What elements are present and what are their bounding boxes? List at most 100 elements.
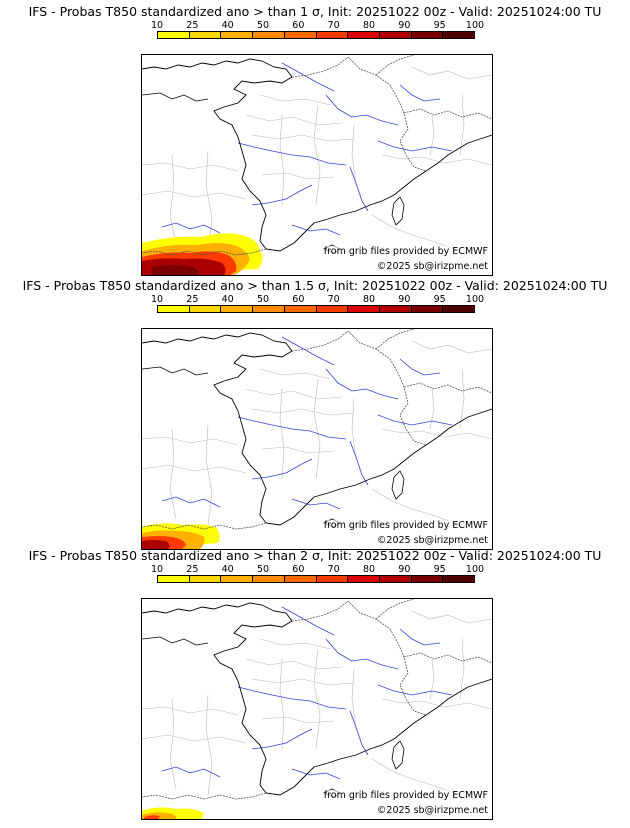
legend-color-swatch <box>316 306 349 312</box>
panel-title: IFS - Probas T850 standardized ano > tha… <box>28 548 602 563</box>
admin-boundary <box>142 464 247 474</box>
legend-colorbar <box>157 31 475 39</box>
admin-boundary <box>251 408 355 416</box>
legend-tick-label: 80 <box>362 294 376 305</box>
legend-ticks: 10 25 40 50 60 70 80 90 95 100 <box>151 294 484 305</box>
legend-colorbar <box>157 575 475 583</box>
admin-boundary <box>429 388 435 430</box>
river <box>291 768 341 780</box>
coastline <box>142 332 492 526</box>
legend-tick-label: 100 <box>465 564 485 575</box>
coastline-uk <box>142 366 209 376</box>
legend-tick-label: 50 <box>256 20 270 31</box>
admin-boundary <box>245 388 343 400</box>
legend-tick-label: 40 <box>221 564 234 575</box>
country-border <box>403 652 492 664</box>
legend-tick-label: 90 <box>398 564 411 575</box>
country-border <box>142 248 267 256</box>
map-panel-1.5sigma: IFS - Probas T850 standardized ano > tha… <box>0 278 630 550</box>
legend-tick-label: 50 <box>256 294 270 305</box>
admin-boundary <box>351 668 357 730</box>
admin-boundary <box>411 66 492 80</box>
admin-boundary <box>259 638 331 650</box>
admin-boundary <box>381 428 492 440</box>
river <box>281 336 335 366</box>
legend-tick-label: 70 <box>327 294 340 305</box>
river <box>399 628 441 646</box>
probability-map: from grib files provided by ECMWF ©2025 … <box>141 54 493 276</box>
admin-boundary <box>259 368 331 380</box>
admin-boundary <box>381 154 492 166</box>
legend-color-swatch <box>253 306 285 312</box>
river <box>291 498 341 510</box>
legend-color-swatch <box>284 32 317 38</box>
legend-tick-label: 60 <box>292 564 305 575</box>
rivers <box>161 62 453 236</box>
river <box>325 368 399 400</box>
admin-boundary <box>313 648 321 750</box>
legend-color-swatch <box>158 576 190 582</box>
legend-color-swatch <box>348 306 380 312</box>
legend-tick-label: 60 <box>292 20 305 31</box>
probability-legend: 10 25 40 50 60 70 80 90 95 100 <box>151 294 484 321</box>
legend-tick-label: 25 <box>186 294 199 305</box>
legend-tick-label: 95 <box>433 294 446 305</box>
legend-color-swatch <box>348 576 380 582</box>
data-credit: from grib files provided by ECMWF <box>323 520 488 531</box>
legend-color-swatch <box>316 576 349 582</box>
country-border <box>375 329 415 350</box>
probability-shading <box>142 233 263 275</box>
data-credit: from grib files provided by ECMWF <box>323 790 488 801</box>
admin-boundary <box>279 114 285 206</box>
admin-boundary <box>261 172 335 180</box>
legend-color-swatch <box>379 306 412 312</box>
river <box>291 224 341 236</box>
panel-title: IFS - Probas T850 standardized ano > tha… <box>28 4 602 19</box>
legend-color-swatch <box>221 32 254 38</box>
admin-boundary <box>261 446 335 454</box>
legend-color-swatch <box>443 306 475 312</box>
river <box>237 686 347 710</box>
legend-tick-label: 70 <box>327 20 340 31</box>
legend-color-swatch <box>189 576 222 582</box>
admin-boundary <box>459 368 465 430</box>
country-borders <box>142 599 492 800</box>
copyright-text: ©2025 sb@irizpme.net <box>376 535 488 546</box>
legend-color-swatch <box>189 306 222 312</box>
admin-boundary <box>142 436 239 446</box>
country-border <box>291 600 349 622</box>
probability-area <box>144 815 160 819</box>
legend-tick-label: 70 <box>327 564 340 575</box>
data-credit: from grib files provided by ECMWF <box>323 246 488 257</box>
legend-color-swatch <box>348 32 380 38</box>
river <box>349 440 369 486</box>
legend-tick-label: 90 <box>398 20 411 31</box>
legend-color-swatch <box>411 306 444 312</box>
country-borders <box>142 55 492 256</box>
country-border <box>347 56 427 172</box>
country-border <box>291 56 349 78</box>
legend-tick-label: 60 <box>292 294 305 305</box>
admin-boundary <box>245 658 343 670</box>
country-border <box>142 522 267 530</box>
admin-boundary <box>142 162 239 172</box>
coastline <box>142 602 492 796</box>
admin-boundary <box>313 104 321 206</box>
legend-ticks: 10 25 40 50 60 70 80 90 95 100 <box>151 564 484 575</box>
probability-area <box>142 540 170 549</box>
admin-boundaries <box>142 66 492 256</box>
legend-ticks: 10 25 40 50 60 70 80 90 95 100 <box>151 20 484 31</box>
map-drawing <box>142 55 492 275</box>
admin-boundary <box>411 340 492 354</box>
legend-color-swatch <box>221 306 254 312</box>
admin-boundaries <box>142 340 492 530</box>
legend-tick-label: 100 <box>465 294 485 305</box>
admin-boundaries <box>142 610 492 800</box>
admin-boundary <box>169 428 177 520</box>
river <box>161 766 221 778</box>
admin-boundary <box>261 716 335 724</box>
legend-tick-label: 80 <box>362 564 376 575</box>
admin-boundary <box>142 190 247 200</box>
admin-boundary <box>459 638 465 700</box>
country-border <box>291 330 349 352</box>
